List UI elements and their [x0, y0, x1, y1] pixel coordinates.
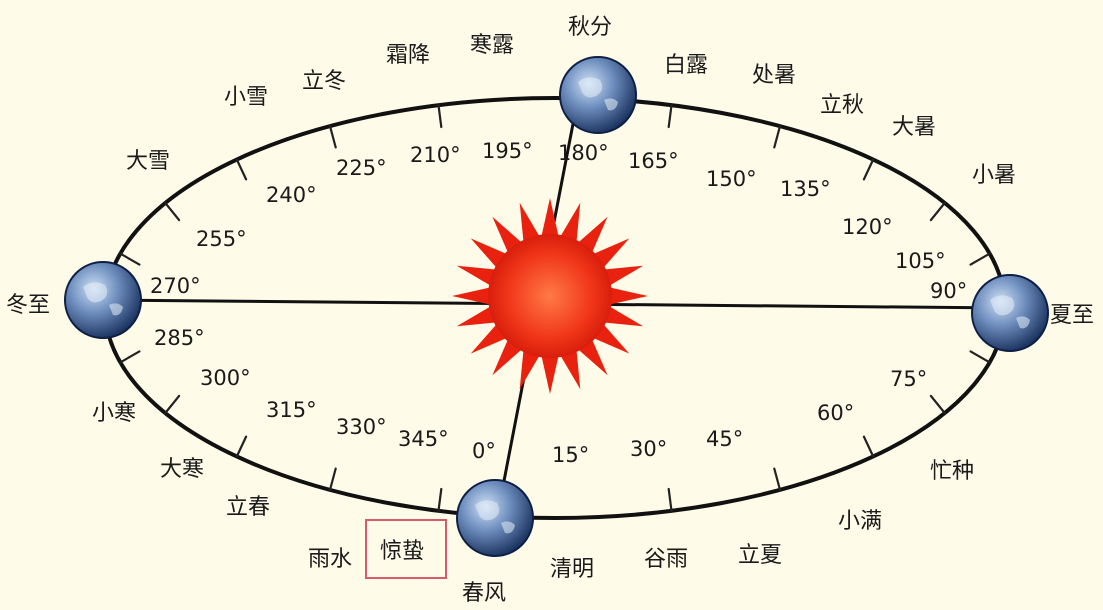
degree-tick-285: [969, 350, 991, 364]
term-label-lixia: 立夏: [738, 543, 782, 568]
term-label-hanlu: 寒露: [470, 33, 514, 58]
degree-label-120: 120°: [842, 215, 893, 239]
degree-label-315: 315°: [266, 398, 317, 422]
degree-label-165: 165°: [628, 149, 679, 173]
term-label-daxue: 大雪: [126, 149, 170, 174]
term-label-bailu: 白露: [664, 53, 708, 78]
term-label-liqiu: 立秋: [820, 93, 864, 118]
degree-label-195: 195°: [482, 139, 533, 163]
degree-label-150: 150°: [706, 167, 757, 191]
degree-tick-105: [119, 252, 141, 266]
earth-qiufen: [559, 56, 637, 134]
term-label-xiazhi: 夏至: [1050, 303, 1094, 328]
degree-label-135: 135°: [780, 177, 831, 201]
degree-tick-255: [969, 252, 991, 266]
degree-label-345: 345°: [398, 427, 449, 451]
term-label-jingzhe: 惊蛰: [380, 539, 424, 564]
degree-tick-45: [235, 435, 248, 458]
degree-label-15: 15°: [552, 443, 589, 467]
term-label-dahan: 大寒: [160, 457, 204, 482]
term-label-chunfen: 春风: [462, 581, 506, 606]
degree-label-60: 60°: [817, 401, 854, 425]
degree-label-0: 0°: [472, 439, 496, 463]
degree-tick-15: [437, 487, 443, 512]
degree-tick-135: [235, 158, 248, 181]
sun-core: [488, 234, 612, 358]
degree-tick-345: [667, 487, 673, 512]
degree-ticks: [119, 104, 991, 512]
degree-tick-240: [929, 201, 946, 222]
degree-label-45: 45°: [706, 427, 743, 451]
degree-label-30: 30°: [630, 437, 667, 461]
term-label-lichun: 立春: [226, 495, 270, 520]
degree-tick-150: [328, 124, 337, 149]
degree-tick-30: [328, 467, 337, 491]
term-label-qiufen: 秋分: [568, 15, 612, 40]
degree-label-240: 240°: [266, 183, 317, 207]
degree-label-90: 90°: [930, 279, 967, 303]
degree-label-180: 180°: [558, 141, 609, 165]
degree-label-255: 255°: [196, 227, 247, 251]
degree-tick-225: [862, 158, 875, 181]
degree-label-105: 105°: [895, 249, 946, 273]
earth-dongzhi: [64, 261, 142, 339]
term-label-xiaoxue: 小雪: [224, 85, 268, 110]
degree-label-285: 285°: [154, 326, 205, 350]
highlight-box: [365, 519, 447, 579]
term-label-mangzhong: 忙种: [930, 459, 974, 484]
degree-tick-315: [862, 435, 875, 458]
degree-tick-165: [437, 104, 443, 129]
sun: [452, 198, 648, 394]
degree-label-330: 330°: [336, 415, 387, 439]
degree-label-300: 300°: [200, 366, 251, 390]
earth-xiazhi: [971, 274, 1049, 352]
degree-tick-60: [164, 394, 181, 415]
term-label-dashu: 大暑: [892, 115, 936, 140]
term-label-xiaohan: 小寒: [92, 401, 136, 426]
degree-label-270: 270°: [150, 274, 201, 298]
degree-label-210: 210°: [410, 143, 461, 167]
term-label-dongzhi: 冬至: [6, 293, 50, 318]
degree-tick-330: [773, 467, 782, 491]
term-label-lidong: 立冬: [302, 69, 346, 94]
term-label-guyu: 谷雨: [644, 547, 688, 572]
term-label-shuangjiang: 霜降: [386, 43, 430, 68]
degree-tick-210: [773, 124, 782, 149]
degree-tick-300: [929, 394, 946, 415]
term-label-qingming: 清明: [550, 557, 594, 582]
degree-tick-120: [164, 201, 181, 222]
degree-tick-75: [119, 350, 141, 364]
degree-label-75: 75°: [890, 367, 927, 391]
degree-label-225: 225°: [336, 156, 387, 180]
term-label-xiaoshu: 小暑: [972, 163, 1016, 188]
term-label-yushui: 雨水: [308, 547, 352, 572]
earth-chunfen: [456, 479, 534, 557]
degree-tick-195: [667, 104, 673, 129]
term-label-chushu: 处暑: [752, 63, 796, 88]
term-label-xiaoman: 小满: [838, 509, 882, 534]
